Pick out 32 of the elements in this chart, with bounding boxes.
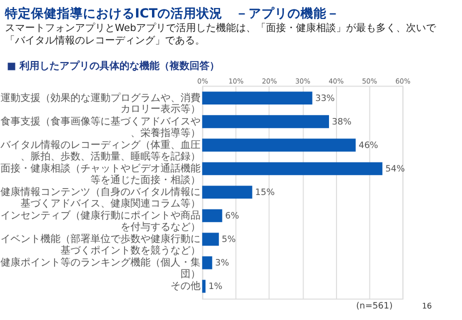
- y-tick-label: 運動支援（効果的な運動プログラムや、消費カロリー表示等）: [0, 92, 201, 116]
- bar: [202, 92, 312, 105]
- data-label: 5%: [222, 235, 236, 246]
- y-tick-label: 健康情報コンテンツ（自身のバイタル情報に基づくアドバイス、健康関連コラム等）: [0, 186, 201, 210]
- bar: [202, 115, 329, 128]
- y-tick-label: 面接・健康相談（チャットやビデオ通話機能等を通じた面接・相談）: [0, 162, 201, 186]
- data-label: 15%: [255, 188, 275, 198]
- bar: [202, 186, 252, 199]
- text: ■ 利用したアプリの具体的な機能（複数回答）: [6, 60, 220, 72]
- data-label: 38%: [332, 118, 352, 128]
- data-label: 33%: [315, 94, 335, 104]
- data-label: 46%: [358, 141, 378, 152]
- bar: [202, 280, 206, 293]
- bar: [202, 209, 222, 222]
- bar: [202, 162, 382, 176]
- data-label: 3%: [215, 258, 230, 269]
- data-label: 54%: [385, 164, 405, 175]
- y-tick-label: 健康ポイント等のランキング機能（個人・集団）: [0, 256, 201, 280]
- y-tick-label: バイタル情報のレコーディング（体重、血圧、脈拍、歩数、活動量、睡眠等を記録）: [0, 139, 201, 162]
- text: 16: [422, 301, 432, 310]
- data-label: 1%: [208, 282, 222, 292]
- bar: [202, 232, 219, 246]
- y-tick-label: インセンティブ（健康行動にポイントや商品を付与するなど）: [0, 210, 201, 233]
- bar: [202, 138, 356, 152]
- y-tick-label: その他: [170, 280, 201, 292]
- chart-subtitle: スマートフォンアプリとWebアプリで活用した機能は、「面接・健康相談」が最も多く、次いで「バイタル情報のレコーディング」である。: [4, 22, 438, 47]
- data-label: 6%: [225, 212, 240, 222]
- y-tick-label: 食事支援（食事画像等に基づくアドバイスや、栄養指導等）: [0, 116, 201, 139]
- bar: [202, 256, 212, 270]
- y-tick-label: イベント機能（部署単位で歩数や健康行動に基づくポイント数を競うなど）: [0, 233, 201, 256]
- chart-title: 特定保健指導におけるICTの活用状況 －アプリの機能－: [4, 5, 340, 20]
- text: (n=561): [356, 301, 393, 312]
